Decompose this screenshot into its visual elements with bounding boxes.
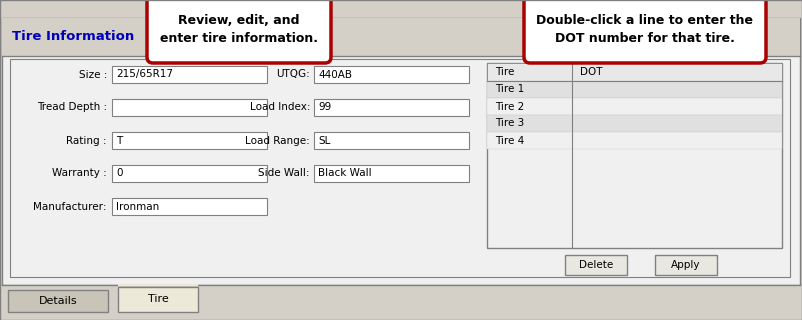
Text: Tire 4: Tire 4 (495, 135, 525, 146)
Text: Apply: Apply (671, 260, 701, 270)
Text: 99: 99 (318, 102, 331, 113)
Bar (487, 81, 782, 98)
Text: SL: SL (318, 135, 330, 146)
Bar (655, 255, 717, 275)
Bar (487, 63, 782, 81)
Text: Tire: Tire (148, 294, 168, 305)
Text: Tire: Tire (495, 67, 514, 77)
Text: Manufacturer:: Manufacturer: (34, 202, 107, 212)
Text: Load Index:: Load Index: (249, 102, 310, 113)
Bar (118, 287, 198, 312)
Text: Tire 2: Tire 2 (495, 101, 525, 111)
Bar (2, 18, 800, 285)
Bar (487, 98, 782, 115)
Text: Tire 1: Tire 1 (495, 84, 525, 94)
Bar (112, 132, 267, 149)
Text: Rating :: Rating : (67, 135, 107, 146)
Text: Delete: Delete (579, 260, 613, 270)
Bar (314, 165, 469, 182)
Text: Review, edit, and
enter tire information.: Review, edit, and enter tire information… (160, 14, 318, 45)
FancyBboxPatch shape (147, 0, 331, 63)
Bar (112, 198, 267, 215)
Bar (2, 18, 800, 56)
Bar (112, 165, 267, 182)
Bar (314, 66, 469, 83)
Text: Ironman: Ironman (116, 202, 160, 212)
Text: 440AB: 440AB (318, 69, 352, 79)
Text: Tread Depth :: Tread Depth : (37, 102, 107, 113)
Text: Size :: Size : (79, 69, 107, 79)
Bar (8, 290, 108, 312)
Bar (10, 59, 790, 277)
Text: Double-click a line to enter the
DOT number for that tire.: Double-click a line to enter the DOT num… (537, 14, 754, 45)
Text: T: T (116, 135, 122, 146)
Text: Load Range:: Load Range: (245, 135, 310, 146)
Text: DOT: DOT (580, 67, 602, 77)
Bar (2, 285, 800, 320)
Bar (487, 132, 782, 149)
Text: Details: Details (38, 296, 77, 306)
Text: Side Wall:: Side Wall: (258, 169, 310, 179)
Text: UTQG:: UTQG: (276, 69, 310, 79)
Bar (487, 115, 782, 132)
Bar (565, 255, 627, 275)
Text: Tire 3: Tire 3 (495, 118, 525, 129)
Bar (314, 132, 469, 149)
Bar (487, 63, 782, 248)
Bar (314, 99, 469, 116)
Text: 215/65R17: 215/65R17 (116, 69, 173, 79)
Text: Tire Information: Tire Information (12, 30, 134, 44)
Bar (112, 99, 267, 116)
Text: Black Wall: Black Wall (318, 169, 371, 179)
Bar (0, 0, 802, 18)
FancyBboxPatch shape (524, 0, 766, 63)
Text: 0: 0 (116, 169, 123, 179)
Bar (112, 66, 267, 83)
Text: Warranty :: Warranty : (52, 169, 107, 179)
